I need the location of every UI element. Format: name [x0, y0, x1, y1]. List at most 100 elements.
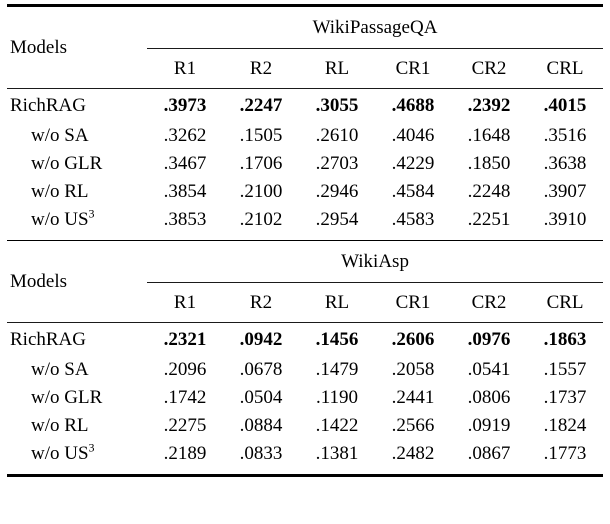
table-row: w/o GLR .3467 .1706 .2703 .4229 .1850 .3… [7, 150, 603, 178]
model-label-superscript: 3 [88, 440, 95, 455]
ablation-table-wikipassageqa: Models WikiPassageQA R1 R2 RL CR1 CR2 CR… [7, 4, 604, 240]
metric-value: .2610 [315, 125, 359, 146]
metric-value: .1381 [315, 443, 359, 464]
column-header-cr1: CR1 [375, 282, 451, 323]
model-label: w/o SA [31, 125, 89, 146]
metric-value: .2100 [239, 181, 283, 202]
column-header-cr2: CR2 [451, 48, 527, 89]
metric-value: .1557 [543, 359, 587, 380]
metric-value: .2703 [315, 153, 359, 174]
metric-value: .2102 [239, 209, 283, 230]
ablation-results-panel: Models WikiPassageQA R1 R2 RL CR1 CR2 CR… [7, 4, 604, 477]
metric-value: .0833 [239, 443, 283, 464]
metric-value: .1850 [467, 153, 511, 174]
metric-value: .3854 [163, 181, 207, 202]
column-header-r1: R1 [147, 48, 223, 89]
metric-value: .0919 [467, 415, 511, 436]
metric-value: .4229 [391, 153, 435, 174]
column-header-r2: R2 [223, 282, 299, 323]
model-label-superscript: 3 [88, 206, 95, 221]
table-row: w/o SA .3262 .1505 .2610 .4046 .1648 .35… [7, 122, 603, 150]
metric-value: .2321 [163, 328, 207, 350]
metric-value: .3055 [315, 94, 359, 116]
metric-value: .2482 [391, 443, 435, 464]
metric-value: .1863 [543, 328, 587, 350]
metric-value: .1456 [315, 328, 359, 350]
metric-value: .2248 [467, 181, 511, 202]
model-label: w/o GLR [31, 153, 103, 174]
model-label: w/o US3 [31, 206, 95, 230]
metric-value: .1824 [543, 415, 587, 436]
metric-value: .3638 [543, 153, 587, 174]
model-label: w/o GLR [31, 387, 103, 408]
table-row: w/o GLR .1742 .0504 .1190 .2441 .0806 .1… [7, 384, 603, 412]
table-row: w/o RL .3854 .2100 .2946 .4584 .2248 .39… [7, 178, 603, 206]
metric-value: .0541 [467, 359, 511, 380]
metric-value: .2954 [315, 209, 359, 230]
metric-value: .0678 [239, 359, 283, 380]
metric-value: .2058 [391, 359, 435, 380]
models-column-header: Models [7, 5, 147, 89]
metric-value: .0884 [239, 415, 283, 436]
table-row: w/o SA .2096 .0678 .1479 .2058 .0541 .15… [7, 356, 603, 384]
metric-value: .4584 [391, 181, 435, 202]
table-row: RichRAG .2321 .0942 .1456 .2606 .0976 .1… [7, 323, 603, 357]
metric-value: .3853 [163, 209, 207, 230]
table-row: w/o US3 .2189 .0833 .1381 .2482 .0867 .1… [7, 440, 603, 476]
metric-value: .1737 [543, 387, 587, 408]
metric-value: .2946 [315, 181, 359, 202]
metric-value: .0504 [239, 387, 283, 408]
model-label: RichRAG [10, 328, 86, 350]
column-header-crl: CRL [527, 282, 604, 323]
metric-value: .4583 [391, 209, 435, 230]
column-header-cr1: CR1 [375, 48, 451, 89]
metric-value: .4015 [543, 94, 587, 116]
metric-value: .1773 [543, 443, 587, 464]
dataset-header: WikiAsp [147, 240, 604, 283]
metric-value: .2275 [163, 415, 207, 436]
model-label: w/o RL [31, 415, 89, 436]
column-header-r2: R2 [223, 48, 299, 89]
metric-value: .1706 [239, 153, 283, 174]
metric-value: .2251 [467, 209, 511, 230]
column-header-cr2: CR2 [451, 282, 527, 323]
table-row: RichRAG .3973 .2247 .3055 .4688 .2392 .4… [7, 89, 603, 123]
metric-value: .0867 [467, 443, 511, 464]
metric-value: .3262 [163, 125, 207, 146]
ablation-table-wikiasp: Models WikiAsp R1 R2 RL CR1 CR2 CRL Rich… [7, 240, 604, 477]
metric-value: .3516 [543, 125, 587, 146]
metric-value: .2441 [391, 387, 435, 408]
table-row: w/o RL .2275 .0884 .1422 .2566 .0919 .18… [7, 412, 603, 440]
table-row: w/o US3 .3853 .2102 .2954 .4583 .2251 .3… [7, 206, 603, 240]
metric-value: .2606 [391, 328, 435, 350]
metric-value: .4046 [391, 125, 435, 146]
column-header-rl: RL [299, 48, 375, 89]
column-header-r1: R1 [147, 282, 223, 323]
metric-value: .3973 [163, 94, 207, 116]
metric-value: .3910 [543, 209, 587, 230]
metric-value: .2392 [467, 94, 511, 116]
metric-value: .2096 [163, 359, 207, 380]
metric-value: .1742 [163, 387, 207, 408]
metric-value: .2566 [391, 415, 435, 436]
model-label: RichRAG [10, 94, 86, 116]
metric-value: .3907 [543, 181, 587, 202]
metric-value: .0942 [239, 328, 283, 350]
models-column-header: Models [7, 240, 147, 323]
metric-value: .2247 [239, 94, 283, 116]
model-label: w/o SA [31, 359, 89, 380]
metric-value: .1648 [467, 125, 511, 146]
metric-value: .0806 [467, 387, 511, 408]
metric-value: .1479 [315, 359, 359, 380]
metric-value: .1422 [315, 415, 359, 436]
dataset-header: WikiPassageQA [147, 5, 604, 49]
metric-value: .3467 [163, 153, 207, 174]
column-header-crl: CRL [527, 48, 604, 89]
column-header-rl: RL [299, 282, 375, 323]
model-label: w/o US3 [31, 440, 95, 464]
metric-value: .0976 [467, 328, 511, 350]
metric-value: .4688 [391, 94, 435, 116]
metric-value: .1505 [239, 125, 283, 146]
model-label: w/o RL [31, 181, 89, 202]
metric-value: .1190 [315, 387, 359, 408]
